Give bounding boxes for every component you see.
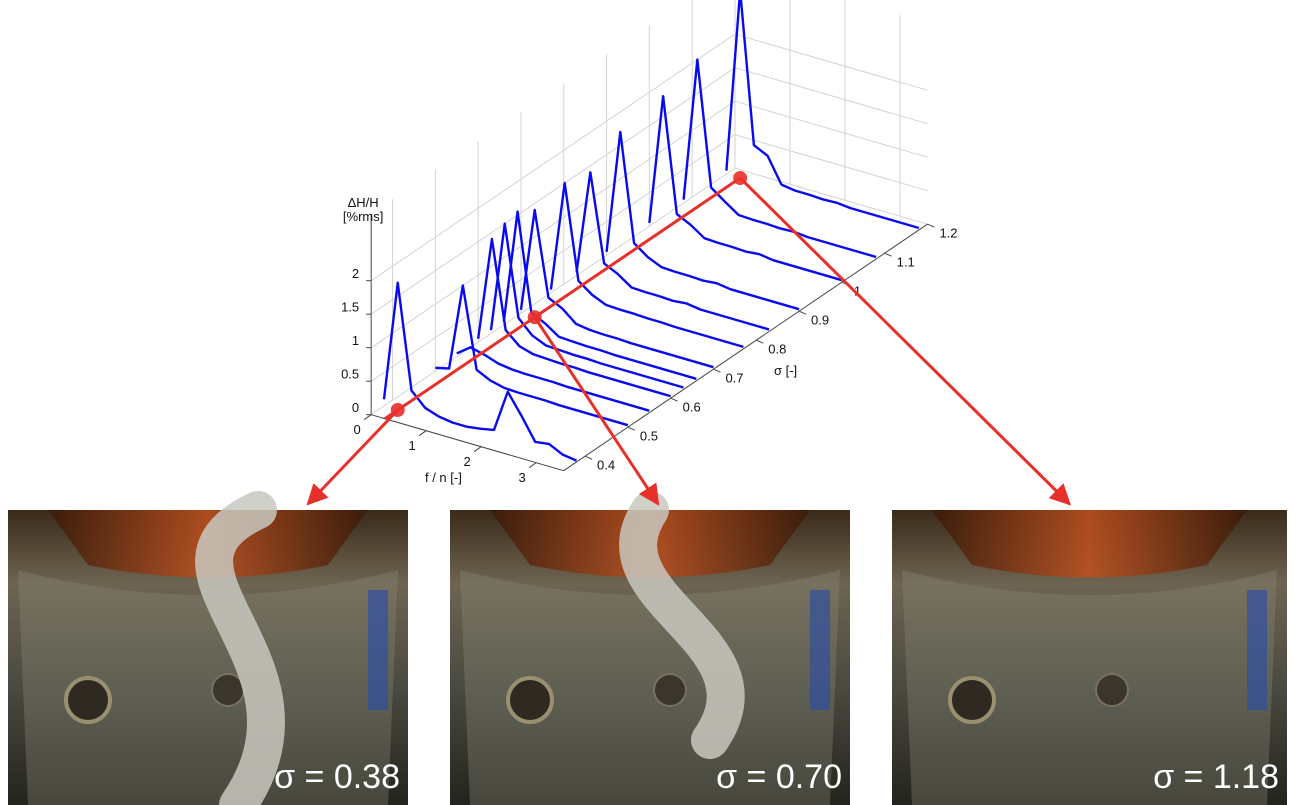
flange	[1096, 674, 1128, 706]
z-tick-label: 2	[352, 266, 359, 281]
window	[1247, 590, 1267, 710]
grid-line	[735, 101, 928, 157]
window	[810, 590, 830, 710]
y-tick-label: 0.7	[725, 371, 743, 386]
operating-point	[733, 171, 747, 185]
z-tick-label: 1	[352, 333, 359, 348]
flange	[66, 678, 110, 722]
grid-line	[371, 34, 735, 281]
y-tick	[885, 253, 892, 256]
y-tick	[756, 340, 763, 343]
arrow	[740, 178, 1069, 504]
grid-line	[735, 168, 928, 224]
grid-line	[735, 34, 928, 90]
z-axis-label: [%rms]	[343, 209, 383, 224]
photo: σ = 1.18	[892, 510, 1287, 805]
y-tick-label: 0.4	[597, 458, 615, 473]
x-tick	[364, 415, 371, 420]
z-tick-label: 0	[352, 400, 359, 415]
figure: 00.511.5201230.40.50.60.70.80.911.11.2ΔH…	[0, 0, 1294, 805]
y-axis-label: σ [-]	[774, 363, 797, 378]
operating-line	[385, 178, 740, 419]
x-tick-label: 3	[519, 470, 526, 485]
y-tick-label: 0.5	[640, 429, 658, 444]
x-tick-label: 1	[409, 438, 416, 453]
grid-line	[735, 68, 928, 124]
spectrum-line	[551, 183, 744, 347]
photo: σ = 0.70	[450, 510, 850, 805]
flange	[654, 674, 686, 706]
overlay	[308, 171, 1070, 504]
window	[368, 590, 388, 710]
y-tick	[799, 311, 806, 314]
y-tick	[671, 398, 678, 401]
spectrum-line	[684, 60, 877, 257]
y-tick	[927, 224, 934, 227]
x-tick	[529, 463, 536, 468]
grid-line	[371, 101, 735, 348]
y-tick	[713, 369, 720, 372]
x-tick-label: 0	[354, 422, 361, 437]
z-axis-label: ΔH/H	[348, 195, 379, 210]
operating-point	[528, 310, 542, 324]
grid-line	[735, 135, 928, 191]
y-tick-label: 0.6	[683, 400, 701, 415]
y-tick	[628, 427, 635, 430]
x-tick	[474, 447, 481, 452]
operating-point	[391, 403, 405, 417]
y-tick	[585, 456, 592, 459]
photo-label: σ = 0.38	[274, 758, 400, 796]
grid-line	[371, 168, 735, 415]
y-tick-label: 0.8	[768, 342, 786, 357]
spectrum-line	[491, 224, 684, 388]
y-tick-label: 1.2	[939, 226, 957, 241]
flange	[508, 678, 552, 722]
y-tick-label: 1.1	[897, 255, 915, 270]
y-tick-label: 0.9	[811, 313, 829, 328]
photo: σ = 0.38	[8, 510, 408, 805]
photo-label: σ = 1.18	[1153, 758, 1279, 796]
x-tick-label: 2	[464, 454, 471, 469]
flange	[950, 678, 994, 722]
waterfall-chart: 00.511.5201230.40.50.60.70.80.911.11.2ΔH…	[341, 0, 957, 485]
flange	[212, 674, 244, 706]
x-axis-label: f / n [-]	[425, 470, 462, 485]
x-tick	[419, 431, 426, 436]
z-tick-label: 0.5	[341, 367, 359, 382]
photo-label: σ = 0.70	[716, 758, 842, 796]
z-tick-label: 1.5	[341, 300, 359, 315]
photos: σ = 0.38 σ = 0.70 σ = 1.18	[8, 510, 1287, 805]
